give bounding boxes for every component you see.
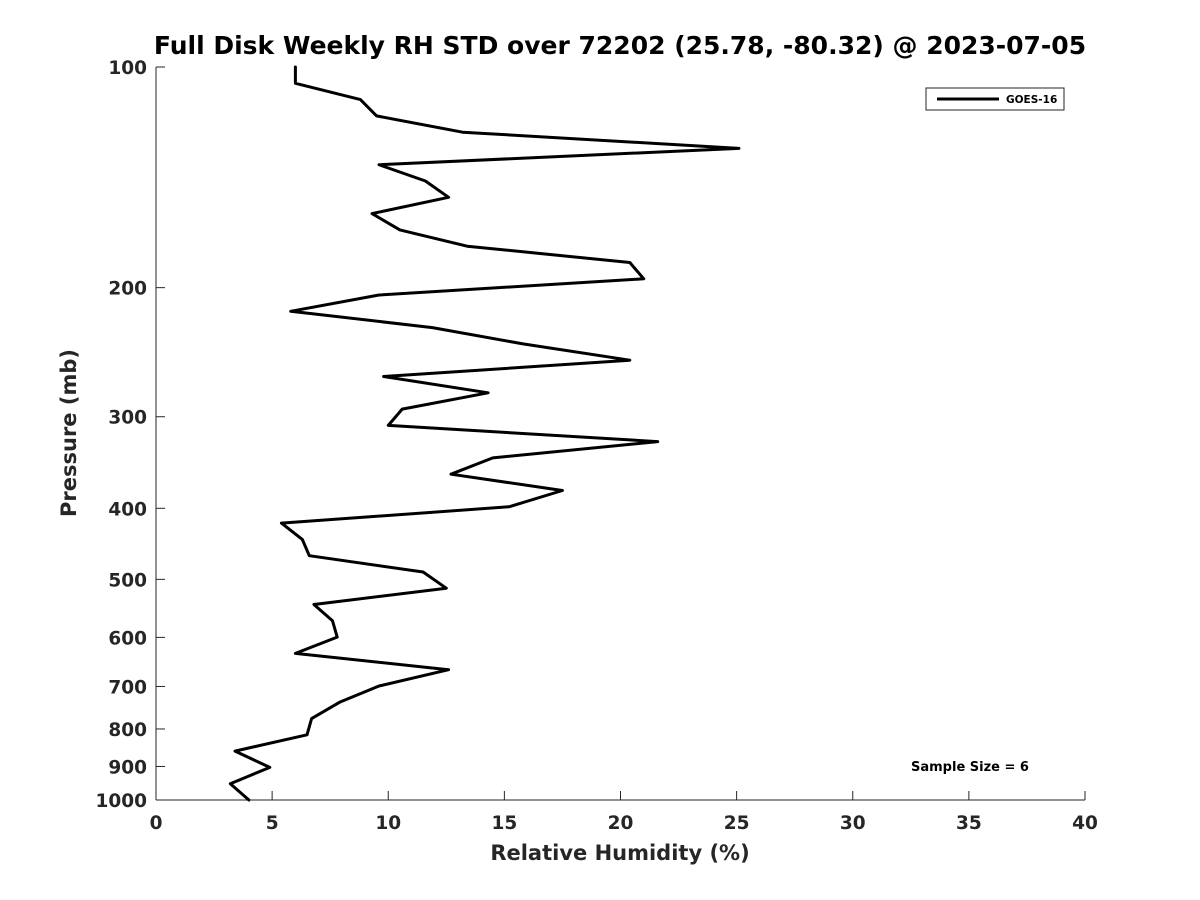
y-tick-label: 600 [108,628,147,649]
y-tick-label: 800 [108,720,147,741]
x-tick-label: 5 [266,813,279,834]
y-tick-label: 500 [108,570,147,591]
x-axis-label: Relative Humidity (%) [490,841,749,865]
legend: GOES-16 [925,87,1065,111]
x-tick-label: 0 [150,813,163,834]
y-tick-label: 300 [108,408,147,429]
y-tick-label: 700 [108,677,147,698]
y-tick-label: 900 [108,757,147,778]
y-tick-label: 400 [108,499,147,520]
y-tick-label: 100 [108,58,147,79]
x-tick-label: 10 [375,813,401,834]
x-tick-label: 30 [840,813,866,834]
x-tick-label: 15 [492,813,518,834]
x-tick-label: 20 [608,813,634,834]
sample-size-annotation: Sample Size = 6 [911,760,1029,775]
y-axis-label: Pressure (mb) [57,349,81,517]
series-line-goes-16 [228,65,741,802]
x-axis-ticks: 0 5 10 15 20 25 30 35 40 [150,791,1098,834]
x-tick-label: 25 [724,813,750,834]
x-tick-label: 35 [956,813,982,834]
legend-label-goes-16: GOES-16 [1006,94,1057,106]
chart-title: Full Disk Weekly RH STD over 72202 (25.7… [154,31,1086,60]
y-axis-ticks: 100 200 300 400 500 600 700 800 900 1000 [96,58,165,812]
y-tick-label: 1000 [96,791,148,812]
x-tick-label: 40 [1072,813,1098,834]
y-tick-label: 200 [108,279,147,300]
